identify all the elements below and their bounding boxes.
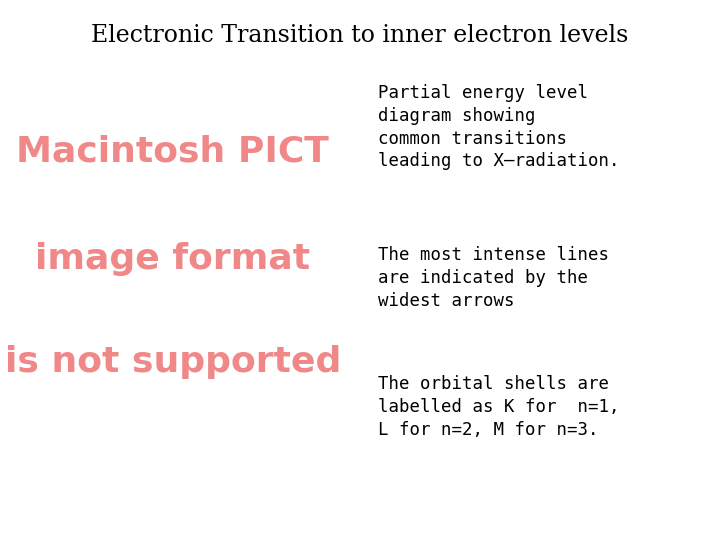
Text: Partial energy level
diagram showing
common transitions
leading to X–radiation.: Partial energy level diagram showing com… (378, 84, 619, 171)
Text: Macintosh PICT: Macintosh PICT (17, 134, 329, 168)
Text: Electronic Transition to inner electron levels: Electronic Transition to inner electron … (91, 24, 629, 48)
Text: The most intense lines
are indicated by the
widest arrows: The most intense lines are indicated by … (378, 246, 609, 309)
Text: image format: image format (35, 242, 310, 276)
Text: The orbital shells are
labelled as K for  n=1,
L for n=2, M for n=3.: The orbital shells are labelled as K for… (378, 375, 619, 439)
Text: is not supported: is not supported (4, 345, 341, 379)
